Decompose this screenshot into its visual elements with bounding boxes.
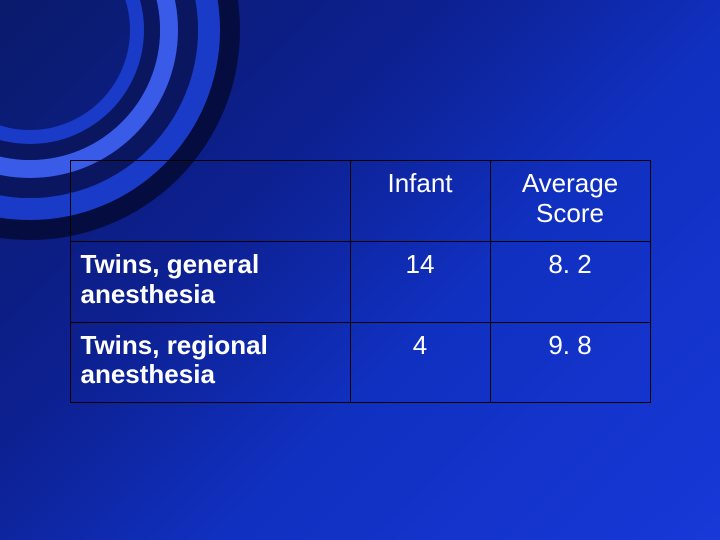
header-average-score: Average Score (490, 161, 650, 242)
table-header-row: Infant Average Score (70, 161, 650, 242)
row-label: Twins, regional anesthesia (70, 322, 350, 403)
row-label: Twins, general anesthesia (70, 241, 350, 322)
table-row: Twins, regional anesthesia 4 9. 8 (70, 322, 650, 403)
slide-content: Infant Average Score Twins, general anes… (0, 0, 720, 540)
row-infant: 14 (350, 241, 490, 322)
row-score: 9. 8 (490, 322, 650, 403)
header-blank (70, 161, 350, 242)
row-score: 8. 2 (490, 241, 650, 322)
header-infant: Infant (350, 161, 490, 242)
data-table: Infant Average Score Twins, general anes… (70, 160, 651, 403)
table-row: Twins, general anesthesia 14 8. 2 (70, 241, 650, 322)
row-infant: 4 (350, 322, 490, 403)
